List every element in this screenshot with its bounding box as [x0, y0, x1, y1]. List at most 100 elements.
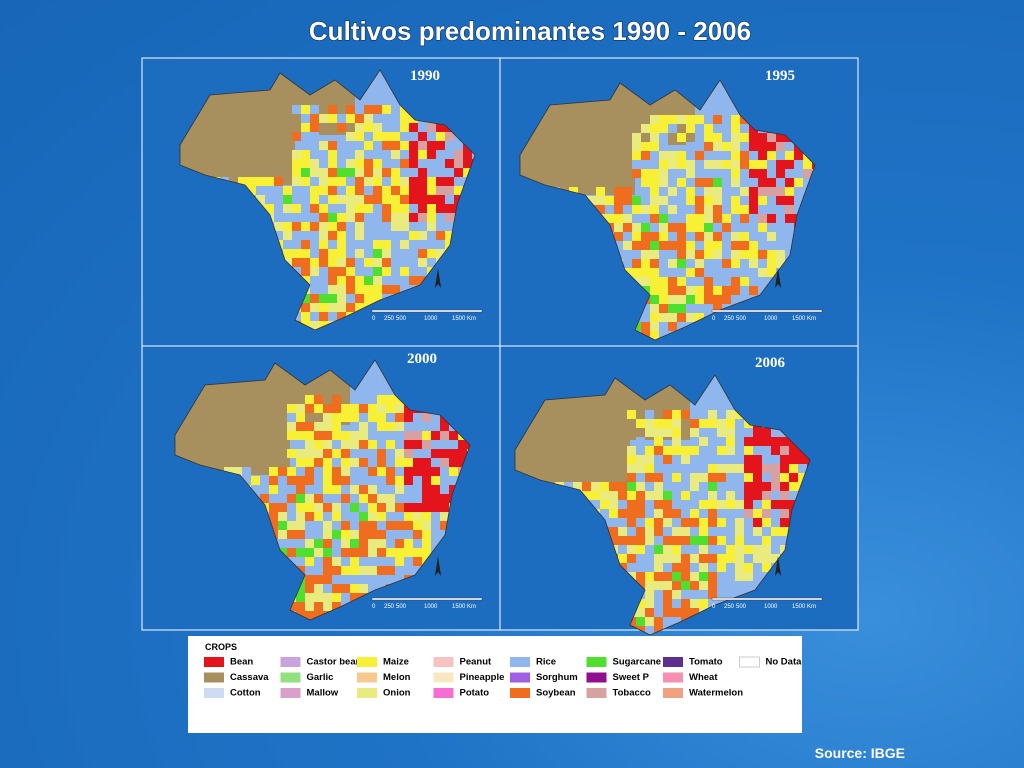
region — [776, 133, 785, 142]
region — [454, 195, 463, 204]
region — [350, 557, 359, 566]
region — [672, 509, 681, 518]
region — [413, 512, 422, 521]
region — [400, 141, 409, 150]
region — [659, 151, 668, 160]
legend-swatch — [663, 688, 683, 698]
region — [319, 141, 328, 150]
region — [323, 458, 332, 467]
region — [636, 500, 645, 509]
region — [731, 124, 740, 133]
region — [287, 521, 296, 530]
region — [753, 509, 762, 518]
region — [377, 422, 386, 431]
region — [762, 491, 771, 500]
region — [726, 554, 735, 563]
region — [771, 527, 780, 536]
region — [780, 509, 789, 518]
legend-swatch — [586, 688, 607, 698]
region — [677, 160, 686, 169]
region — [445, 159, 454, 168]
region — [690, 446, 699, 455]
region — [627, 446, 636, 455]
region — [776, 196, 785, 205]
region — [350, 440, 359, 449]
region — [422, 458, 431, 467]
region — [364, 159, 373, 168]
region — [373, 285, 382, 294]
region — [708, 500, 717, 509]
region — [654, 509, 663, 518]
region — [278, 521, 287, 530]
region — [762, 527, 771, 536]
region — [708, 491, 717, 500]
region — [744, 491, 753, 500]
region — [386, 503, 395, 512]
region — [668, 259, 677, 268]
region — [677, 295, 686, 304]
region — [413, 458, 422, 467]
region — [400, 204, 409, 213]
region — [677, 223, 686, 232]
region — [767, 268, 776, 277]
region — [663, 608, 672, 617]
region — [386, 440, 395, 449]
region — [749, 142, 758, 151]
region — [677, 304, 686, 313]
region — [418, 150, 427, 159]
region — [359, 485, 368, 494]
legend-label: Mallow — [307, 688, 339, 699]
region — [686, 286, 695, 295]
region — [350, 404, 359, 413]
region — [395, 413, 404, 422]
region — [726, 446, 735, 455]
region — [659, 313, 668, 322]
region — [717, 446, 726, 455]
region — [713, 205, 722, 214]
region — [663, 509, 672, 518]
region — [686, 124, 695, 133]
region — [717, 437, 726, 446]
region — [641, 322, 650, 331]
region — [463, 150, 472, 159]
region — [726, 464, 735, 473]
region — [431, 494, 440, 503]
region — [681, 563, 690, 572]
region — [377, 413, 386, 422]
region — [780, 500, 789, 509]
region — [699, 437, 708, 446]
region — [328, 294, 337, 303]
region — [422, 548, 431, 557]
region — [400, 168, 409, 177]
region — [762, 536, 771, 545]
region — [436, 141, 445, 150]
region — [328, 105, 337, 114]
legend-label: Cotton — [230, 688, 261, 699]
region — [364, 285, 373, 294]
region — [395, 530, 404, 539]
region — [663, 464, 672, 473]
region — [305, 611, 314, 620]
region — [704, 124, 713, 133]
region — [413, 539, 422, 548]
region — [659, 223, 668, 232]
region — [463, 159, 472, 168]
region — [731, 259, 740, 268]
region — [609, 500, 618, 509]
legend-label: Melon — [383, 672, 411, 683]
region — [636, 464, 645, 473]
region — [337, 258, 346, 267]
region — [672, 410, 681, 419]
region — [436, 186, 445, 195]
region — [305, 512, 314, 521]
region — [794, 151, 803, 160]
region — [740, 196, 749, 205]
region — [364, 150, 373, 159]
region — [409, 195, 418, 204]
region — [771, 482, 780, 491]
legend-swatch — [739, 656, 760, 668]
region — [582, 491, 591, 500]
region — [749, 205, 758, 214]
region — [758, 223, 767, 232]
scale-label: 250 — [384, 316, 395, 322]
